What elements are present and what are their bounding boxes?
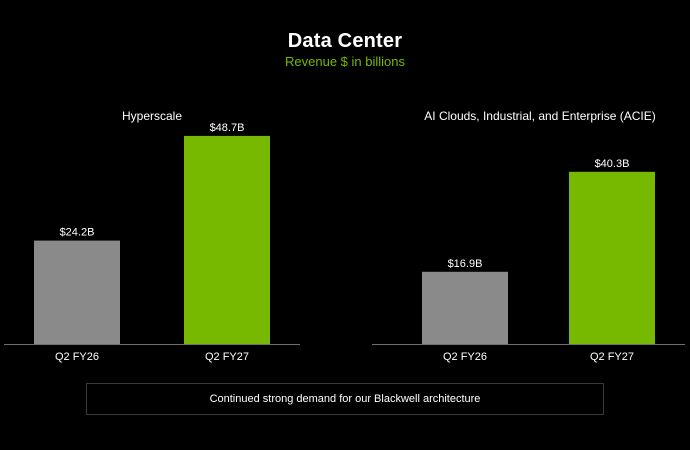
chart-title-2: AI Clouds, Industrial, and Enterprise (A… <box>424 109 655 123</box>
bar-1-2 <box>184 135 270 344</box>
page-subtitle: Revenue $ in billions <box>285 54 405 69</box>
tick-label-1-1: Q2 FY26 <box>55 351 99 363</box>
page-title: Data Center <box>287 30 403 52</box>
tick-label-1-2: Q2 FY27 <box>205 351 249 363</box>
footer-note-box: Continued strong demand for our Blackwel… <box>86 383 604 415</box>
data-label-1-2: $48.7B <box>210 122 245 134</box>
tick-label-2-1: Q2 FY26 <box>443 351 487 363</box>
bar-2-1 <box>422 271 508 344</box>
bar-1-1 <box>34 240 120 344</box>
footer-note: Continued strong demand for our Blackwel… <box>209 393 481 405</box>
data-label-2-1: $16.9B <box>448 258 483 270</box>
data-label-2-2: $40.3B <box>595 158 630 170</box>
tick-label-2-2: Q2 FY27 <box>590 351 634 363</box>
chart-title-1: Hyperscale <box>122 109 182 123</box>
data-label-1-1: $24.2B <box>60 227 95 239</box>
bar-2-2 <box>569 171 655 344</box>
